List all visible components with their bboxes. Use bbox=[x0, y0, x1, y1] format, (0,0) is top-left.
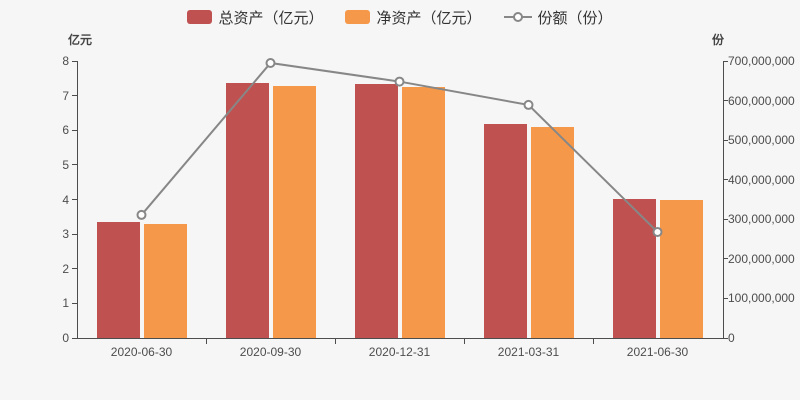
bar-total-assets[interactable] bbox=[354, 84, 398, 338]
y-axis-label-right: 300,000,000 bbox=[728, 212, 795, 227]
legend-label: 净资产（亿元） bbox=[376, 9, 482, 27]
x-axis-label: 2020-06-30 bbox=[110, 345, 173, 359]
y-axis-tick-right bbox=[723, 297, 728, 299]
y-axis-tick-left bbox=[72, 337, 77, 339]
y-axis-tick-left bbox=[72, 164, 77, 166]
bar-net-assets[interactable] bbox=[530, 127, 574, 338]
y-axis-label-right: 100,000,000 bbox=[728, 291, 795, 306]
y-axis-tick-left bbox=[72, 129, 77, 131]
x-axis-tick bbox=[206, 339, 207, 344]
y-axis-label-left: 3 bbox=[62, 227, 69, 242]
right-axis-title: 份 bbox=[711, 33, 724, 47]
y-axis-tick-right bbox=[723, 258, 728, 260]
y-axis-label-right: 700,000,000 bbox=[728, 54, 795, 68]
y-axis-tick-left bbox=[72, 302, 77, 304]
share-line bbox=[140, 61, 659, 233]
bar-net-assets[interactable] bbox=[659, 199, 703, 338]
x-axis-label: 2021-03-31 bbox=[497, 345, 560, 359]
share-line-marker[interactable] bbox=[394, 76, 405, 87]
y-axis-label-right: 0 bbox=[728, 331, 735, 345]
y-axis-label-left: 4 bbox=[62, 192, 69, 207]
y-axis-tick-left bbox=[72, 268, 77, 270]
y-axis-label-right: 500,000,000 bbox=[728, 133, 795, 148]
x-axis-label: 2020-09-30 bbox=[239, 345, 302, 359]
y-axis-label-right: 400,000,000 bbox=[728, 172, 795, 187]
x-axis-label: 2020-12-31 bbox=[368, 345, 431, 359]
y-axis-tick-right bbox=[723, 179, 728, 181]
legend-bar-swatch-icon bbox=[345, 10, 371, 24]
x-axis-tick bbox=[464, 339, 465, 344]
plot-area bbox=[77, 61, 724, 339]
y-axis-tick-right bbox=[723, 100, 728, 102]
legend-line-marker-icon bbox=[503, 10, 532, 24]
bar-total-assets[interactable] bbox=[483, 123, 527, 338]
y-axis-label-left: 7 bbox=[62, 88, 69, 103]
share-line-marker[interactable] bbox=[265, 57, 276, 68]
y-axis-label-left: 2 bbox=[62, 261, 69, 276]
y-axis-label-left: 1 bbox=[62, 296, 69, 311]
share-line-layer bbox=[136, 57, 663, 237]
y-axis-label-right: 200,000,000 bbox=[728, 251, 795, 266]
bar-total-assets[interactable] bbox=[225, 83, 269, 338]
bar-net-assets[interactable] bbox=[143, 223, 187, 338]
y-axis-label-left: 8 bbox=[62, 54, 69, 68]
x-axis-tick bbox=[335, 339, 336, 344]
y-axis-tick-right bbox=[723, 218, 728, 220]
left-axis-title: 亿元 bbox=[67, 33, 92, 47]
legend-label: 份额（份） bbox=[537, 9, 613, 27]
share-line-marker[interactable] bbox=[523, 99, 534, 110]
bar-total-assets[interactable] bbox=[96, 222, 140, 338]
legend-item-3[interactable]: 份额（份） bbox=[503, 7, 613, 28]
x-axis-tick bbox=[593, 339, 594, 344]
legend: 总资产（亿元） 净资产（亿元） 份额（份） bbox=[0, 6, 800, 28]
share-line-marker[interactable] bbox=[136, 209, 147, 220]
legend-item-2[interactable]: 净资产（亿元） bbox=[345, 7, 482, 28]
bar-net-assets[interactable] bbox=[401, 87, 445, 338]
y-axis-tick-left bbox=[72, 233, 77, 235]
bar-net-assets[interactable] bbox=[272, 85, 316, 338]
y-axis-tick-right bbox=[723, 60, 728, 62]
y-axis-label-right: 600,000,000 bbox=[728, 93, 795, 108]
y-axis-label-left: 0 bbox=[62, 331, 69, 345]
legend-bar-swatch-icon bbox=[187, 10, 213, 24]
x-axis-label: 2021-06-30 bbox=[626, 345, 689, 359]
y-axis-tick-right bbox=[723, 337, 728, 339]
share-line-marker[interactable] bbox=[652, 226, 663, 237]
legend-label: 总资产（亿元） bbox=[218, 9, 324, 27]
legend-item-1[interactable]: 总资产（亿元） bbox=[187, 7, 323, 28]
y-axis-tick-left bbox=[72, 199, 77, 200]
y-axis-tick-right bbox=[723, 139, 728, 141]
y-axis-tick-left bbox=[72, 95, 77, 97]
y-axis-label-left: 6 bbox=[62, 123, 69, 138]
y-axis-label-left: 5 bbox=[62, 157, 69, 172]
y-axis-tick-left bbox=[72, 60, 77, 62]
